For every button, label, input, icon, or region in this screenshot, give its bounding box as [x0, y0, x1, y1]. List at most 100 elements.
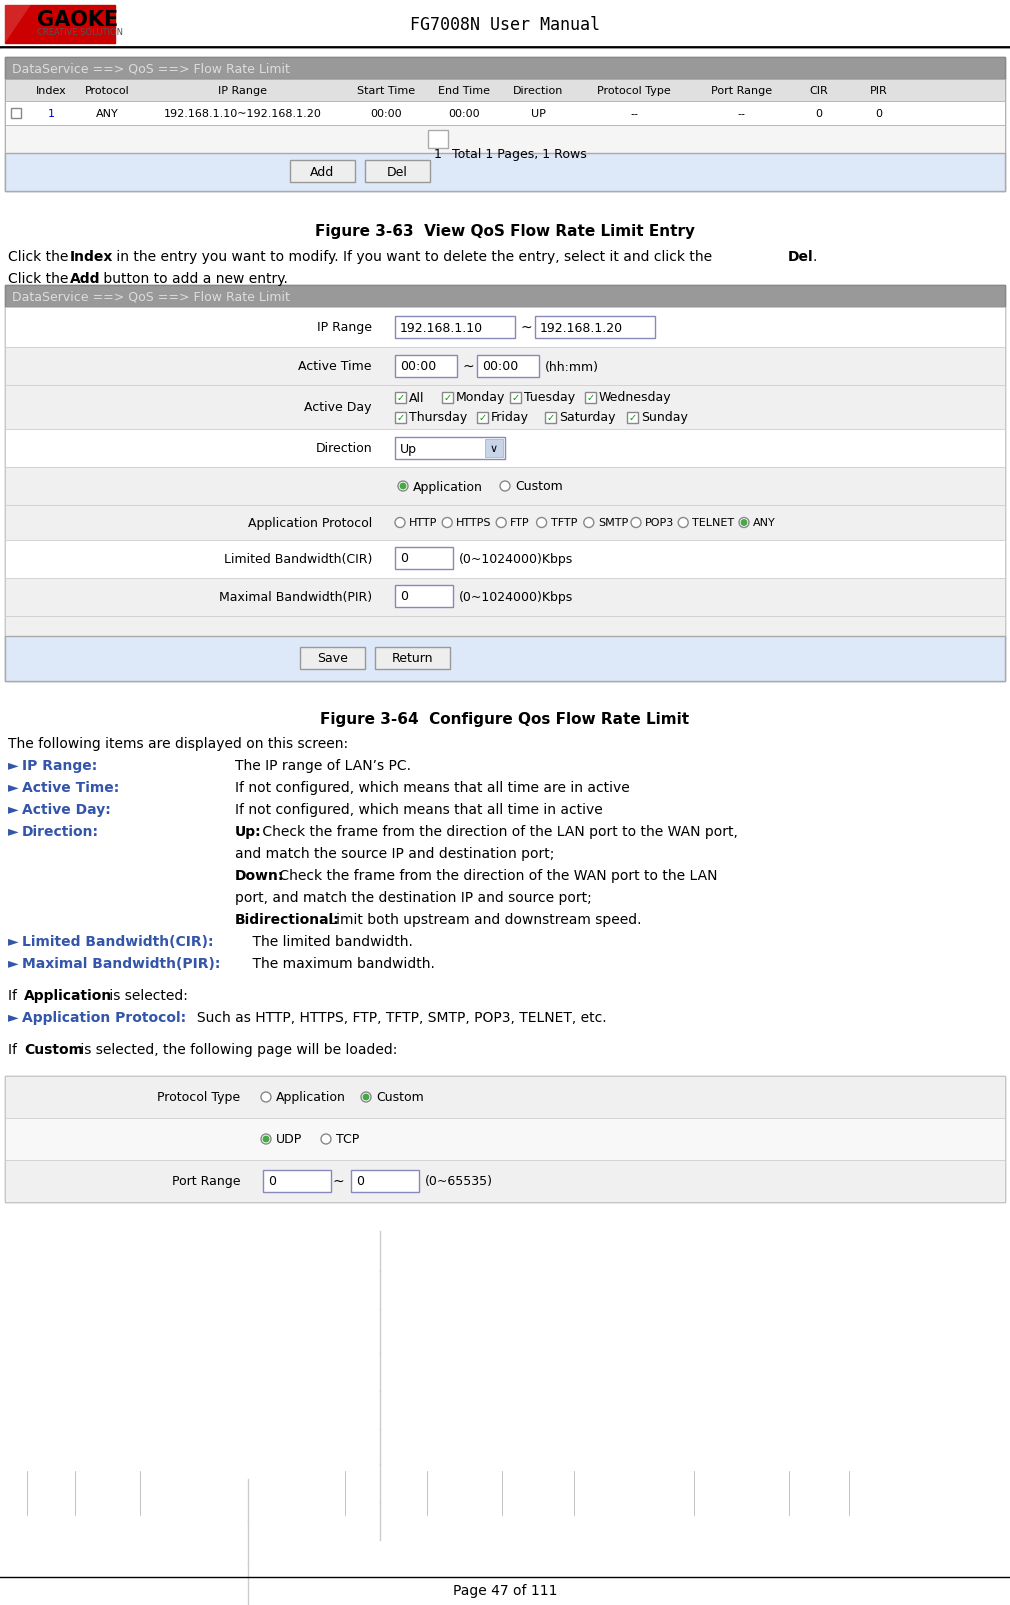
Bar — [395, 586, 453, 608]
Text: button to add a new entry.: button to add a new entry. — [99, 271, 288, 286]
Text: Add: Add — [70, 271, 101, 286]
Bar — [428, 132, 448, 149]
Bar — [485, 440, 503, 457]
Bar — [545, 412, 556, 424]
Circle shape — [364, 1095, 369, 1099]
Text: --: -- — [737, 109, 745, 119]
Circle shape — [321, 1135, 331, 1144]
Text: ~: ~ — [521, 321, 532, 335]
Bar — [510, 392, 521, 403]
Text: Up:: Up: — [235, 825, 262, 838]
Circle shape — [264, 1136, 269, 1143]
Bar — [5, 58, 1005, 193]
Text: CIR: CIR — [810, 87, 828, 96]
Text: (0~1024000)Kbps: (0~1024000)Kbps — [459, 591, 574, 603]
Bar — [5, 430, 1005, 467]
Text: SMTP: SMTP — [598, 518, 628, 528]
Text: ✓: ✓ — [479, 412, 487, 422]
Text: Such as HTTP, HTTPS, FTP, TFTP, SMTP, POP3, TELNET, etc.: Such as HTTP, HTTPS, FTP, TFTP, SMTP, PO… — [175, 1011, 607, 1024]
Text: (0~65535): (0~65535) — [425, 1175, 493, 1188]
Text: Saturday: Saturday — [559, 411, 615, 424]
Text: Custom: Custom — [376, 1091, 424, 1104]
Text: Application: Application — [413, 480, 483, 493]
Bar — [627, 412, 638, 424]
Text: Active Time: Active Time — [299, 360, 372, 374]
Text: Sunday: Sunday — [641, 411, 688, 424]
Bar — [5, 1119, 1005, 1160]
Bar — [5, 103, 1005, 125]
Text: PIR: PIR — [871, 87, 888, 96]
Text: 192.168.1.10~192.168.1.20: 192.168.1.10~192.168.1.20 — [164, 109, 321, 119]
Text: is selected, the following page will be loaded:: is selected, the following page will be … — [76, 1042, 397, 1056]
Bar — [351, 1170, 419, 1193]
Circle shape — [398, 482, 408, 491]
Bar — [477, 412, 488, 424]
Bar — [395, 438, 505, 459]
Bar — [5, 579, 1005, 616]
Text: Index: Index — [35, 87, 67, 96]
Text: Limited Bandwidth(CIR):: Limited Bandwidth(CIR): — [22, 934, 213, 949]
Text: The following items are displayed on this screen:: The following items are displayed on thi… — [8, 737, 348, 751]
Text: Limited Bandwidth(CIR): Limited Bandwidth(CIR) — [223, 554, 372, 567]
Text: FTP: FTP — [510, 518, 530, 528]
Bar — [5, 541, 1005, 579]
Bar — [5, 80, 1005, 103]
Text: Save: Save — [317, 652, 347, 664]
Text: ANY: ANY — [96, 109, 119, 119]
Text: Thursday: Thursday — [409, 411, 468, 424]
Bar — [11, 109, 21, 119]
Text: Direction: Direction — [513, 87, 564, 96]
Text: 00:00: 00:00 — [371, 109, 402, 119]
Text: 0: 0 — [268, 1175, 276, 1188]
Text: Click the: Click the — [8, 250, 73, 263]
Bar — [5, 125, 1005, 154]
Text: 0: 0 — [400, 591, 408, 603]
Text: IP Range: IP Range — [218, 87, 267, 96]
Circle shape — [400, 485, 406, 490]
Circle shape — [261, 1135, 271, 1144]
Text: Active Time:: Active Time: — [22, 780, 119, 794]
Text: TCP: TCP — [336, 1133, 360, 1146]
Text: Check the frame from the direction of the WAN port to the LAN: Check the frame from the direction of th… — [275, 868, 717, 883]
Text: End Time: End Time — [438, 87, 491, 96]
Bar — [5, 506, 1005, 541]
Text: Port Range: Port Range — [172, 1175, 240, 1188]
Text: Del: Del — [788, 250, 814, 263]
Text: Start Time: Start Time — [357, 87, 415, 96]
Bar — [365, 160, 430, 183]
Bar — [5, 154, 1005, 193]
Text: IP Range:: IP Range: — [22, 759, 97, 772]
Bar — [5, 385, 1005, 430]
Text: 00:00: 00:00 — [482, 360, 518, 374]
Text: Protocol: Protocol — [85, 87, 130, 96]
Text: Tuesday: Tuesday — [524, 392, 575, 404]
Text: CREATIVE SOLUTION: CREATIVE SOLUTION — [37, 27, 123, 37]
Text: Maximal Bandwidth(PIR): Maximal Bandwidth(PIR) — [219, 591, 372, 603]
Bar — [0, 0, 1010, 48]
Text: Wednesday: Wednesday — [599, 392, 672, 404]
Bar — [5, 1077, 1005, 1202]
Circle shape — [678, 518, 688, 528]
Text: 00:00: 00:00 — [400, 360, 436, 374]
Text: Figure 3-64  Configure Qos Flow Rate Limit: Figure 3-64 Configure Qos Flow Rate Limi… — [320, 711, 690, 727]
Text: HTTP: HTTP — [409, 518, 437, 528]
Text: HTTPS: HTTPS — [457, 518, 492, 528]
Text: Custom: Custom — [24, 1042, 83, 1056]
Text: Click the: Click the — [8, 271, 73, 286]
Text: 0: 0 — [876, 109, 883, 119]
Text: and match the source IP and destination port;: and match the source IP and destination … — [235, 846, 554, 860]
Text: UDP: UDP — [276, 1133, 302, 1146]
Text: ✓: ✓ — [546, 412, 554, 422]
Text: 192.168.1.10: 192.168.1.10 — [400, 321, 483, 334]
Text: The limited bandwidth.: The limited bandwidth. — [235, 934, 413, 949]
Text: UP: UP — [530, 109, 545, 119]
Text: Direction:: Direction: — [22, 825, 99, 838]
Text: GAOKE: GAOKE — [37, 10, 118, 30]
Text: IP Range: IP Range — [317, 321, 372, 334]
Bar — [5, 616, 1005, 637]
Text: ✓: ✓ — [628, 412, 636, 422]
Text: Index: Index — [70, 250, 113, 263]
Text: 1: 1 — [47, 109, 55, 119]
Text: Figure 3-63  View QoS Flow Rate Limit Entry: Figure 3-63 View QoS Flow Rate Limit Ent… — [315, 223, 695, 239]
Text: 1: 1 — [434, 148, 442, 160]
